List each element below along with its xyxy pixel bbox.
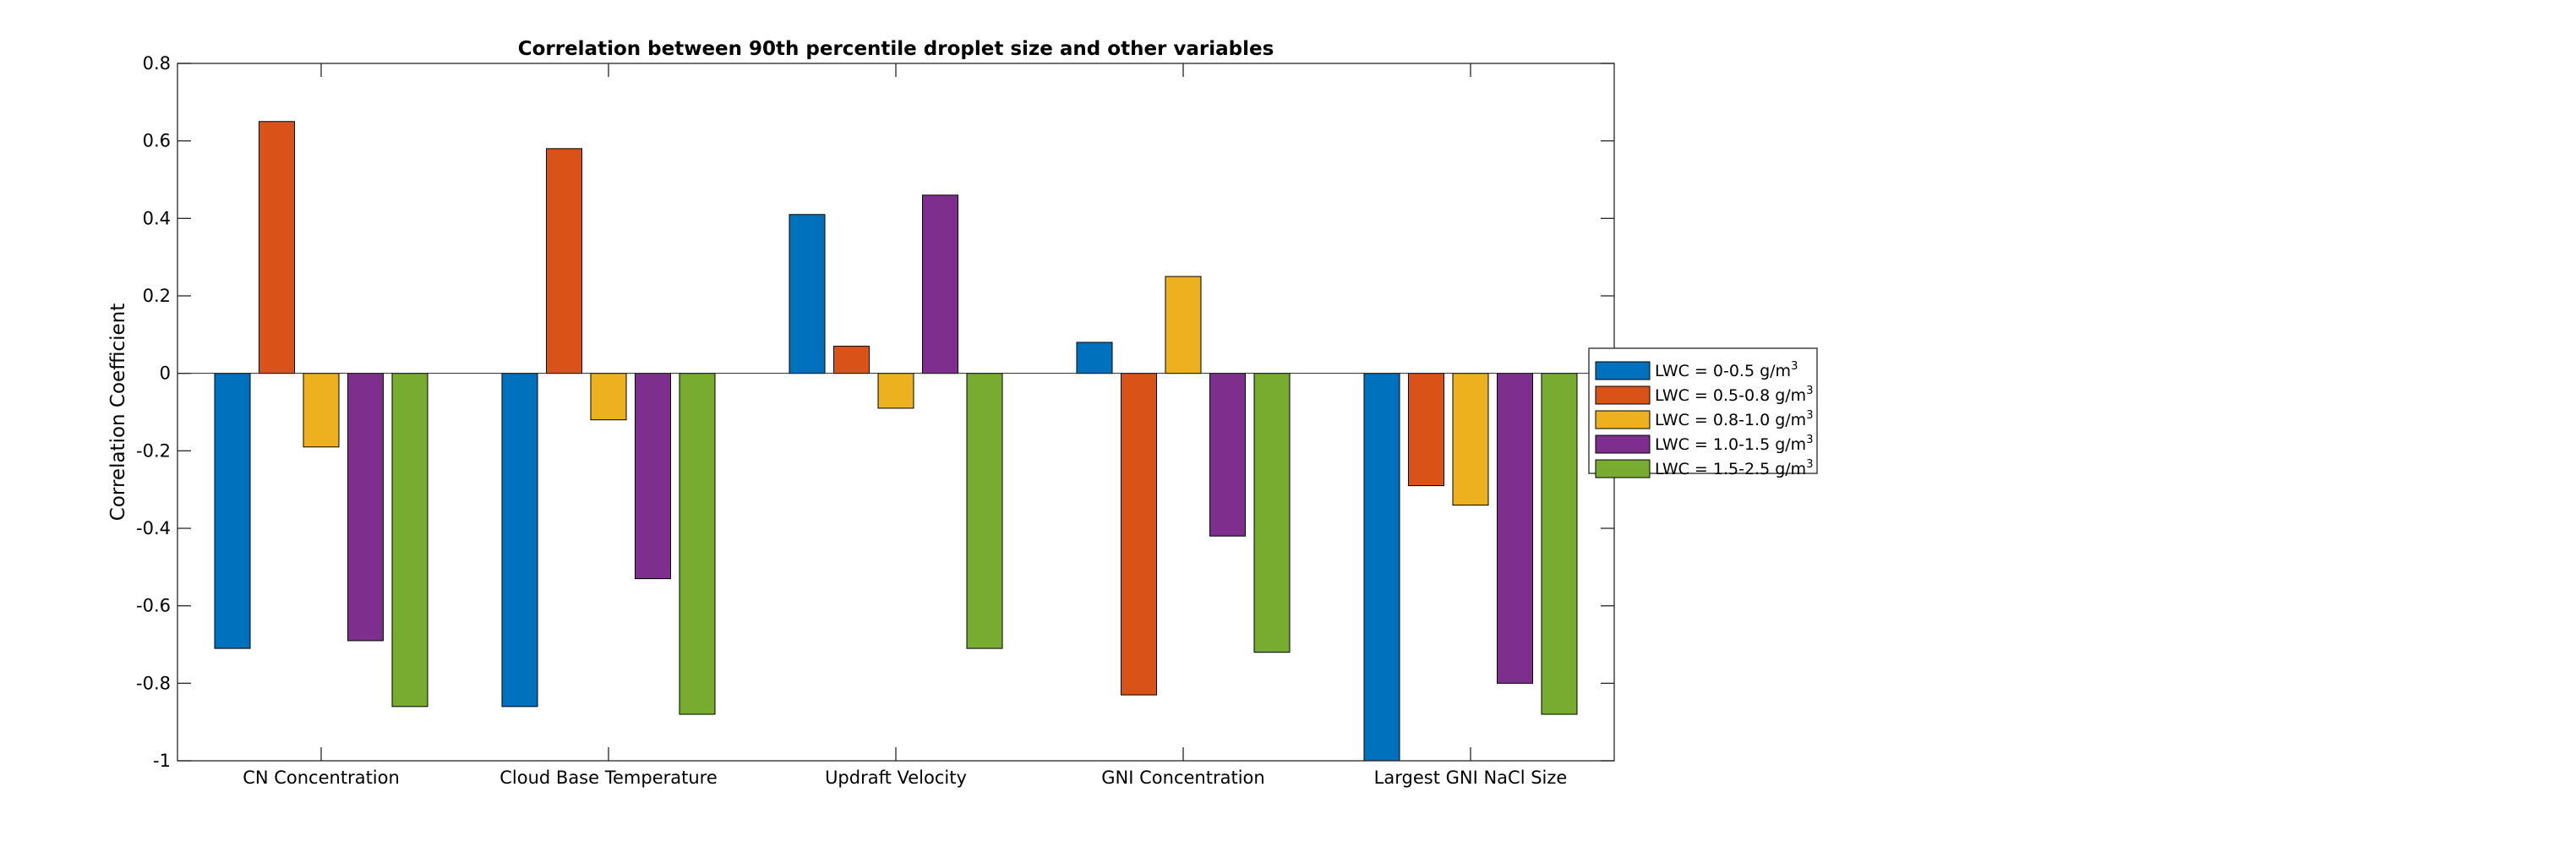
y-tick-label: 0.8 (143, 53, 171, 74)
bar-4-1 (347, 373, 384, 642)
legend-label: LWC = 0.5-0.8 g/m3 (1655, 385, 1813, 405)
y-tick-label: 0.4 (143, 208, 171, 228)
y-tick-label: -0.8 (136, 673, 171, 693)
bar-1-2 (501, 373, 538, 708)
x-tick-label: CN Concentration (243, 768, 400, 788)
bar-1-3 (789, 214, 826, 374)
bars-group (214, 121, 1578, 762)
chart-title: Correlation between 90th percentile drop… (518, 38, 1274, 60)
bar-2-3 (833, 346, 870, 374)
x-tick-label: GNI Concentration (1101, 768, 1264, 788)
bar-2-2 (546, 148, 582, 374)
bar-2-4 (1121, 373, 1157, 696)
bar-3-5 (1452, 373, 1489, 505)
legend-swatch (1595, 385, 1651, 405)
x-tick-label: Largest GNI NaCl Size (1374, 768, 1568, 788)
bar-5-1 (391, 373, 428, 708)
legend-swatch (1595, 361, 1651, 380)
y-tick-label: -0.2 (136, 440, 171, 461)
bar-2-1 (259, 121, 295, 374)
x-tick-label: Cloud Base Temperature (499, 768, 718, 788)
x-tick-label: Updraft Velocity (825, 768, 967, 788)
y-tick-label: -0.4 (136, 518, 171, 538)
legend: LWC = 0-0.5 g/m3 LWC = 0.5-0.8 g/m3 LWC = … (1588, 347, 1818, 478)
legend-label: LWC = 1.5-2.5 g/m3 (1655, 458, 1813, 478)
legend-label: LWC = 1.0-1.5 g/m3 (1655, 434, 1813, 454)
legend-label: LWC = 0-0.5 g/m3 (1655, 360, 1798, 380)
bar-3-2 (590, 373, 627, 421)
y-axis-label: Correlation Coefficient (107, 303, 129, 521)
bar-5-2 (679, 373, 716, 715)
bar-5-3 (966, 373, 1003, 649)
legend-swatch (1595, 434, 1651, 454)
y-tick-label: 0.6 (143, 131, 171, 151)
bar-5-4 (1253, 373, 1291, 653)
bar-1-1 (214, 373, 251, 649)
bar-3-1 (303, 373, 340, 448)
bar-4-2 (635, 373, 671, 580)
bar-4-4 (1209, 373, 1246, 537)
legend-swatch (1595, 459, 1651, 478)
bar-5-5 (1541, 373, 1578, 715)
y-tick-label: -0.6 (136, 596, 171, 616)
bar-4-5 (1497, 373, 1533, 684)
bar-1-5 (1363, 373, 1400, 762)
bar-4-3 (922, 194, 958, 374)
bar-2-5 (1408, 373, 1444, 487)
legend-label: LWC = 0.8-1.0 g/m3 (1655, 409, 1813, 429)
bar-3-4 (1165, 276, 1202, 374)
y-tick-label: -1 (153, 751, 171, 771)
y-tick-label: 0 (160, 363, 171, 384)
bar-3-3 (877, 373, 914, 409)
y-tick-label: 0.2 (143, 286, 171, 306)
legend-swatch (1595, 410, 1651, 429)
bar-1-4 (1076, 342, 1113, 374)
